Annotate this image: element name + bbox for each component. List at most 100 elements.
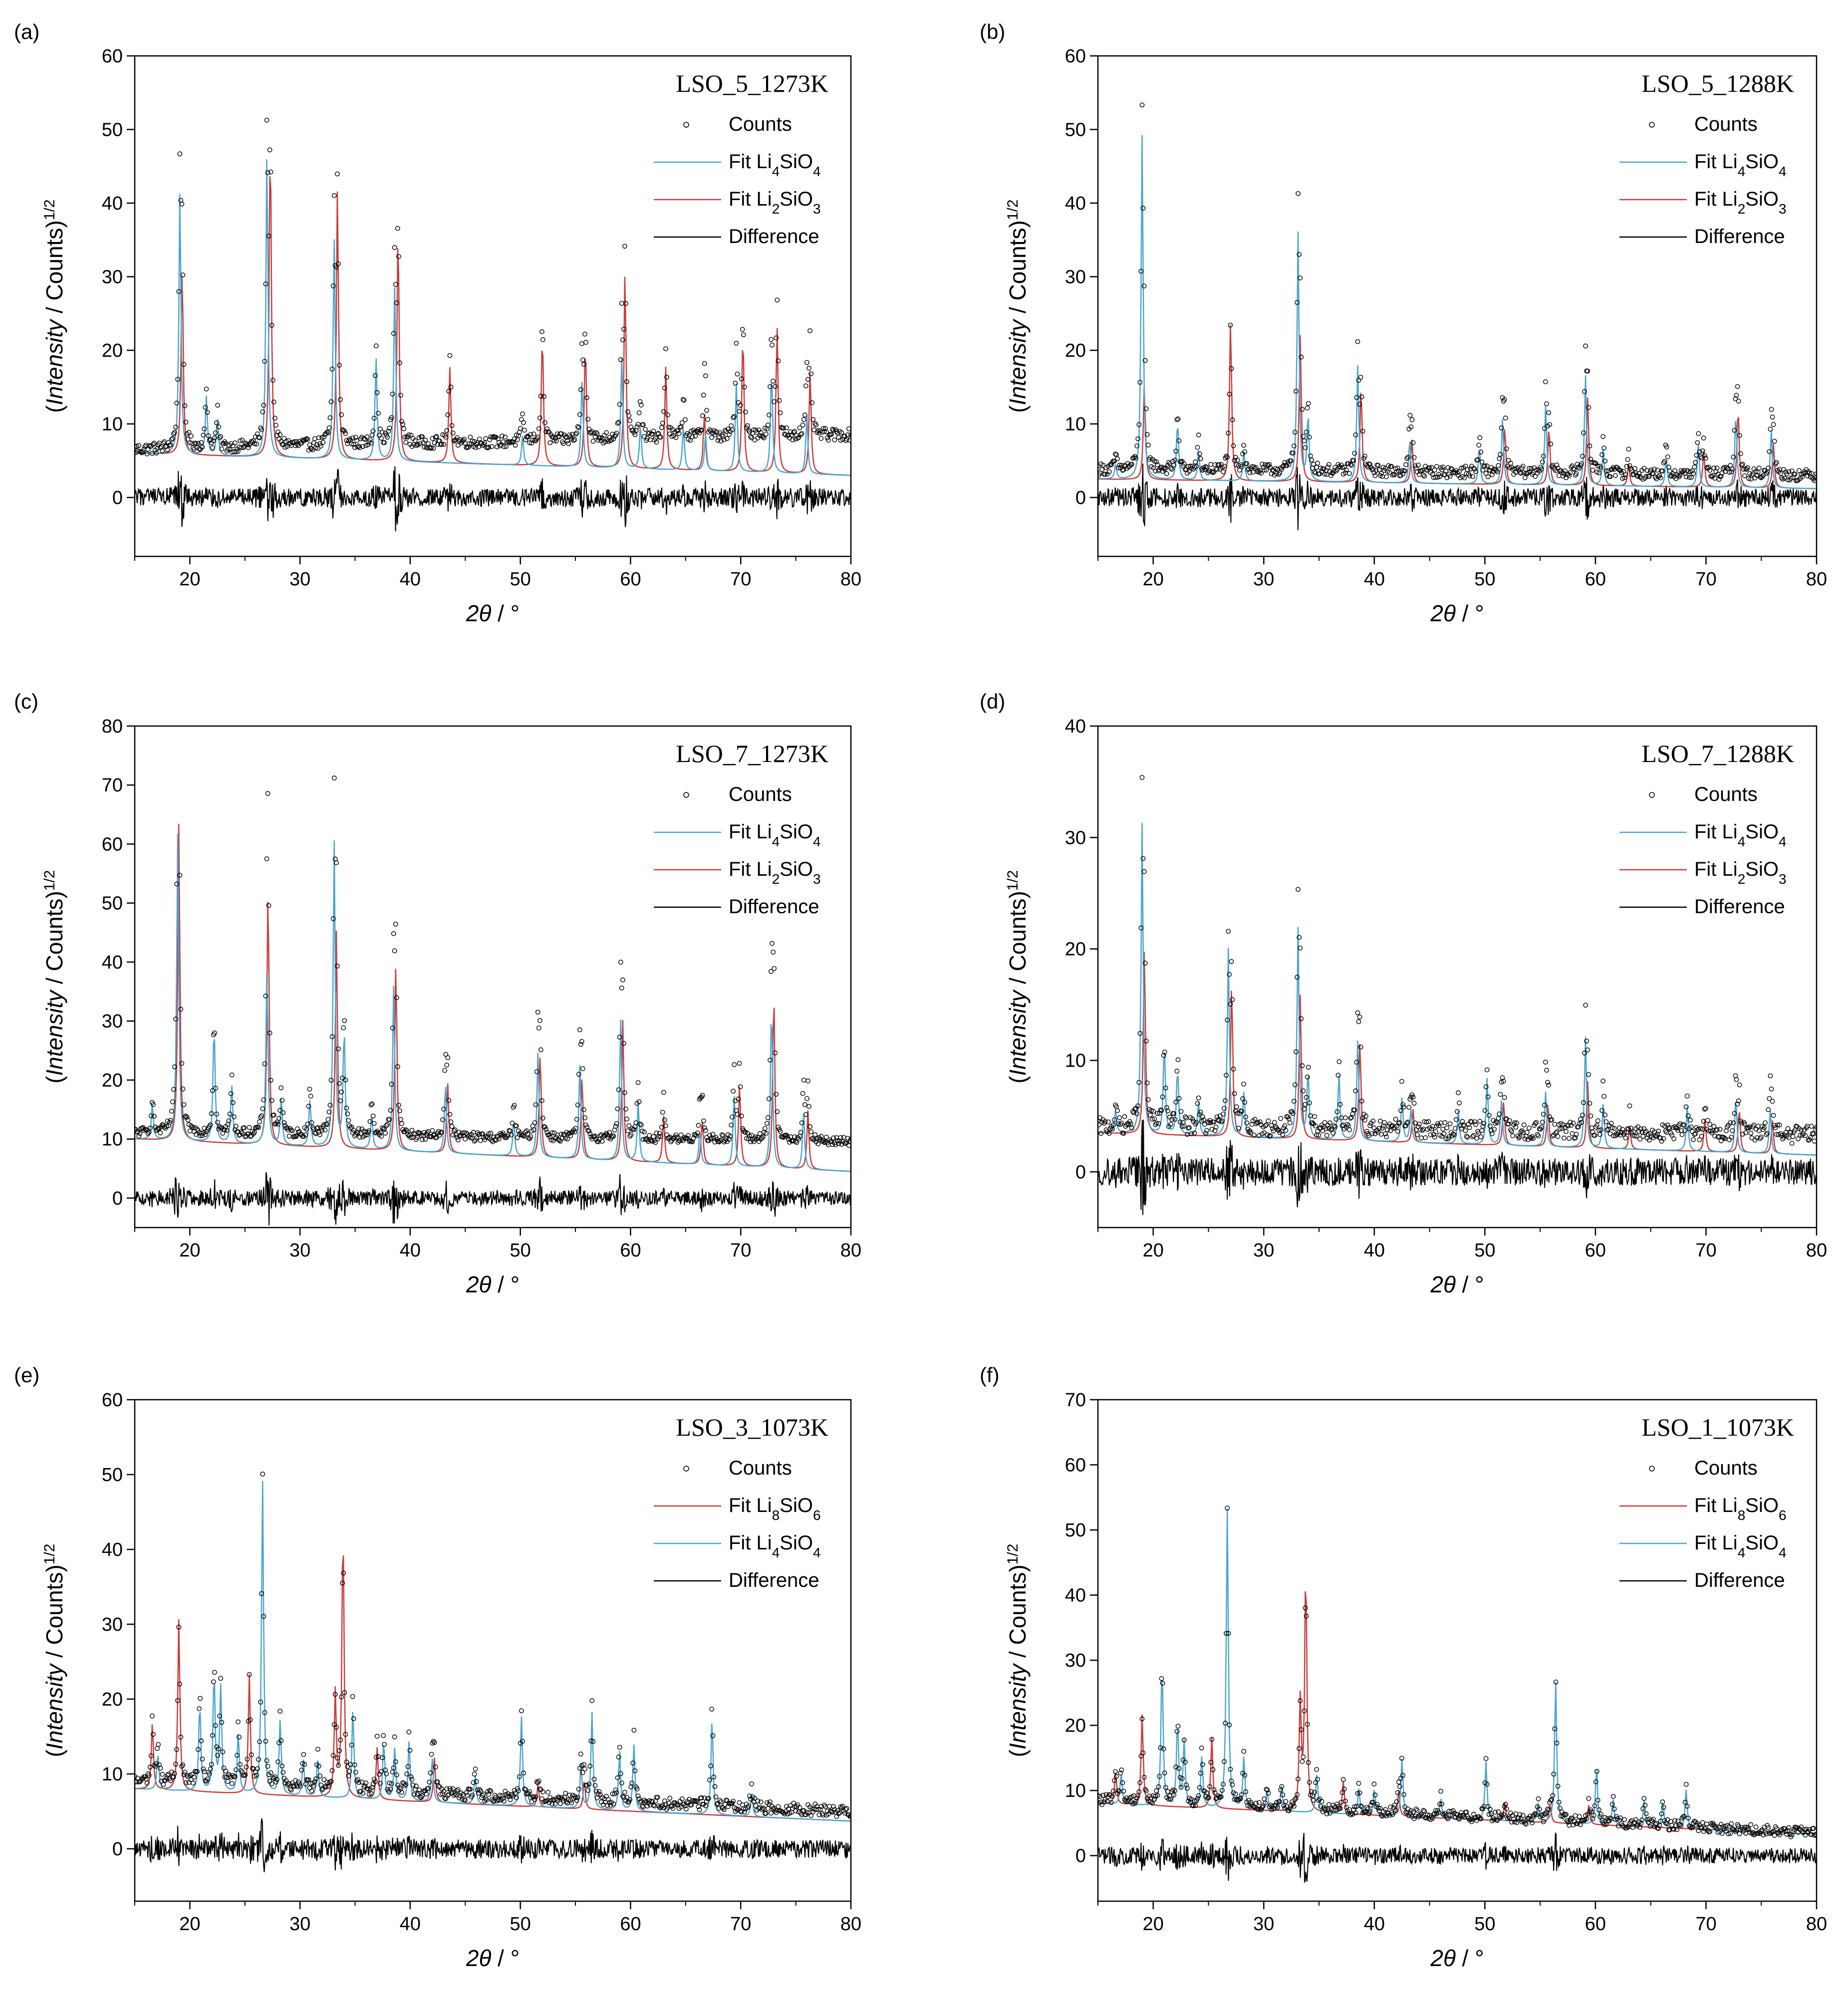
- count-point: [1299, 354, 1304, 360]
- count-point: [475, 1787, 480, 1793]
- count-point: [1420, 1128, 1425, 1133]
- count-point: [578, 387, 583, 392]
- count-point: [1548, 1798, 1554, 1803]
- count-point: [1688, 1824, 1693, 1829]
- count-point: [1600, 1078, 1606, 1084]
- count-point: [584, 395, 590, 400]
- count-point: [1410, 1094, 1416, 1100]
- count-point: [353, 1769, 358, 1775]
- count-point: [1174, 1729, 1180, 1734]
- count-point: [199, 440, 204, 445]
- count-point: [438, 1791, 443, 1797]
- count-point: [661, 1090, 666, 1095]
- count-point: [303, 1132, 308, 1138]
- count-point: [624, 1795, 629, 1800]
- count-point: [1241, 1081, 1247, 1087]
- count-point: [1120, 468, 1125, 473]
- count-point: [1357, 1790, 1362, 1795]
- count-point: [1698, 1126, 1703, 1131]
- count-point: [1331, 1807, 1337, 1813]
- count-point: [1161, 1053, 1166, 1058]
- count-point: [446, 1098, 452, 1103]
- count-point: [701, 392, 706, 398]
- count-point: [1143, 1788, 1149, 1793]
- count-point: [1242, 1772, 1248, 1778]
- count-point: [1357, 1014, 1362, 1019]
- count-point: [622, 1789, 627, 1795]
- count-point: [1727, 470, 1732, 475]
- count-point: [1434, 1123, 1439, 1129]
- difference-series: [135, 1818, 851, 1872]
- x-tick-label: 30: [289, 1914, 310, 1935]
- count-point: [1179, 1776, 1185, 1781]
- count-point: [792, 1134, 797, 1139]
- y-tick-label: 70: [1065, 1390, 1086, 1411]
- count-point: [1401, 1104, 1406, 1110]
- count-point: [610, 1791, 615, 1796]
- count-point: [1455, 1812, 1460, 1817]
- count-point: [338, 397, 343, 402]
- count-point: [320, 440, 326, 445]
- count-point: [1358, 1803, 1363, 1808]
- count-point: [1595, 1797, 1600, 1803]
- count-point: [1381, 1120, 1387, 1125]
- x-tick-label: 80: [1806, 569, 1827, 590]
- count-point: [496, 1136, 502, 1142]
- count-point: [463, 1797, 468, 1803]
- count-point: [700, 1093, 705, 1098]
- count-point: [145, 1131, 151, 1136]
- count-point: [1581, 430, 1586, 436]
- count-point: [1527, 466, 1532, 471]
- panel-label: (f): [980, 1363, 1000, 1387]
- count-point: [1283, 1799, 1289, 1804]
- count-point: [1334, 1801, 1340, 1807]
- legend-label: Fit Li4SiO4: [1694, 1532, 1787, 1560]
- count-point: [540, 337, 545, 342]
- count-point: [1737, 1082, 1742, 1088]
- count-point: [1714, 465, 1720, 471]
- count-point: [263, 1739, 268, 1744]
- count-point: [805, 1078, 810, 1084]
- count-point: [1561, 1135, 1567, 1141]
- count-point: [1652, 1824, 1657, 1829]
- count-point: [1661, 1136, 1666, 1141]
- count-point: [766, 1115, 771, 1120]
- count-point: [1155, 462, 1160, 468]
- count-point: [589, 1698, 595, 1703]
- count-point: [1769, 407, 1774, 412]
- count-point: [1171, 463, 1177, 468]
- count-point: [1682, 1128, 1688, 1133]
- count-point: [1655, 1131, 1660, 1137]
- count-point: [247, 1125, 252, 1130]
- y-axis-title: (Intensity / Counts)1/2: [41, 200, 68, 413]
- panel-label: (d): [980, 690, 1005, 713]
- count-point: [630, 1760, 636, 1765]
- count-point: [1258, 1119, 1263, 1125]
- count-point: [588, 431, 594, 436]
- count-point: [1353, 1810, 1358, 1816]
- legend-label: Counts: [1694, 783, 1758, 805]
- count-point: [304, 1126, 309, 1132]
- count-point: [1536, 1796, 1541, 1801]
- count-point: [260, 1106, 265, 1111]
- count-point: [804, 1096, 809, 1101]
- count-point: [373, 1754, 379, 1760]
- count-point: [350, 1694, 355, 1699]
- count-point: [1225, 1505, 1230, 1511]
- count-point: [528, 432, 533, 437]
- count-point: [765, 1121, 770, 1126]
- count-point: [1693, 460, 1698, 465]
- count-point: [201, 1766, 206, 1771]
- count-point: [712, 1784, 718, 1789]
- count-point: [192, 1768, 198, 1774]
- count-point: [229, 1781, 235, 1786]
- count-point: [1748, 1130, 1754, 1136]
- count-point: [245, 442, 250, 448]
- count-point: [1535, 1132, 1540, 1137]
- count-point: [1172, 1788, 1178, 1793]
- count-point: [620, 977, 625, 983]
- count-point: [414, 1792, 420, 1797]
- count-point: [1288, 458, 1294, 464]
- count-point: [1585, 1047, 1590, 1052]
